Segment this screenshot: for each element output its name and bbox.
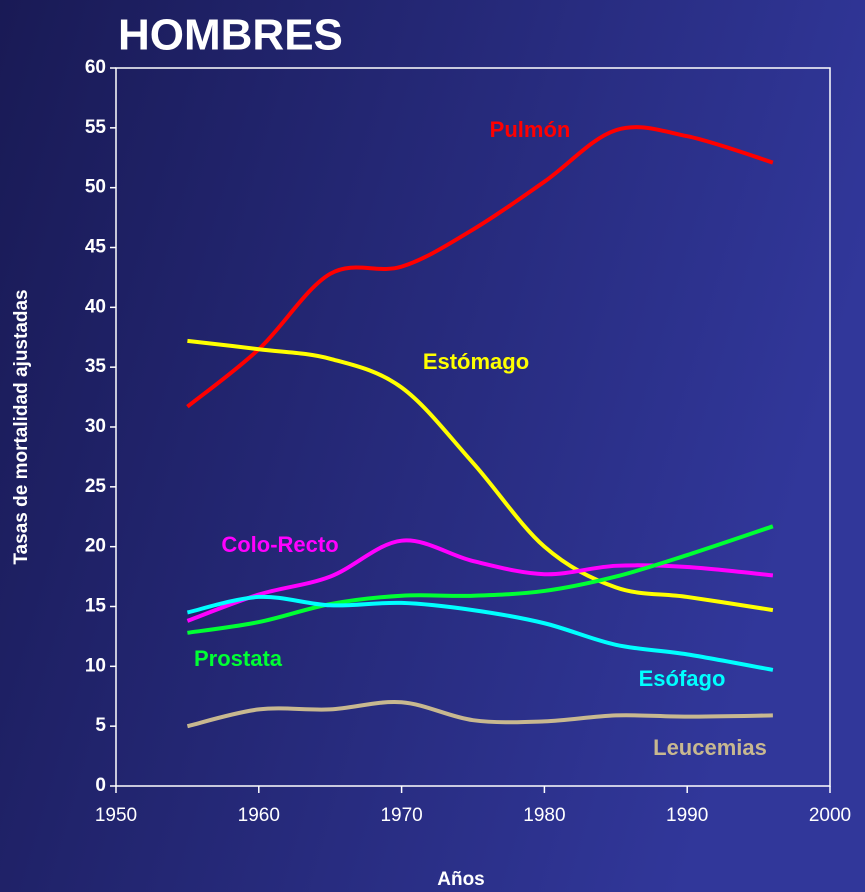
x-tick-label: 1980 bbox=[523, 805, 565, 826]
chart-title: HOMBRES bbox=[118, 11, 343, 60]
series-label: Prostata bbox=[194, 646, 283, 671]
series-label: Esófago bbox=[639, 666, 726, 691]
y-tick-label: 40 bbox=[85, 296, 106, 317]
x-tick-label: 2000 bbox=[809, 805, 851, 826]
y-tick-label: 60 bbox=[85, 57, 106, 78]
series-label: Leucemias bbox=[653, 735, 767, 760]
series-label: Estómago bbox=[423, 349, 529, 374]
y-tick-label: 35 bbox=[85, 356, 107, 377]
y-tick-label: 45 bbox=[85, 237, 107, 258]
y-axis-label: Tasas de mortalidad ajustadas bbox=[11, 289, 32, 564]
y-tick-label: 55 bbox=[85, 117, 107, 138]
y-tick-label: 50 bbox=[85, 177, 106, 198]
series-label: Colo-Recto bbox=[221, 532, 338, 557]
y-tick-label: 25 bbox=[85, 476, 107, 497]
x-axis-label: Años bbox=[437, 869, 485, 890]
line-series bbox=[186, 594, 774, 672]
x-tick-label: 1950 bbox=[95, 805, 137, 826]
x-tick-label: 1960 bbox=[238, 805, 280, 826]
x-tick-label: 1970 bbox=[380, 805, 422, 826]
y-tick-label: 10 bbox=[85, 655, 106, 676]
line-series bbox=[186, 699, 773, 729]
line-series bbox=[186, 538, 774, 623]
x-tick-label: 1990 bbox=[666, 805, 708, 826]
series-label: Pulmón bbox=[490, 117, 571, 142]
y-tick-label: 20 bbox=[85, 536, 106, 557]
line-series bbox=[187, 524, 774, 635]
line-series bbox=[187, 338, 774, 613]
y-tick-label: 0 bbox=[95, 775, 106, 796]
line-series bbox=[186, 125, 774, 409]
y-tick-label: 30 bbox=[85, 416, 106, 437]
y-tick-label: 5 bbox=[95, 715, 106, 736]
y-tick-label: 15 bbox=[85, 596, 107, 617]
